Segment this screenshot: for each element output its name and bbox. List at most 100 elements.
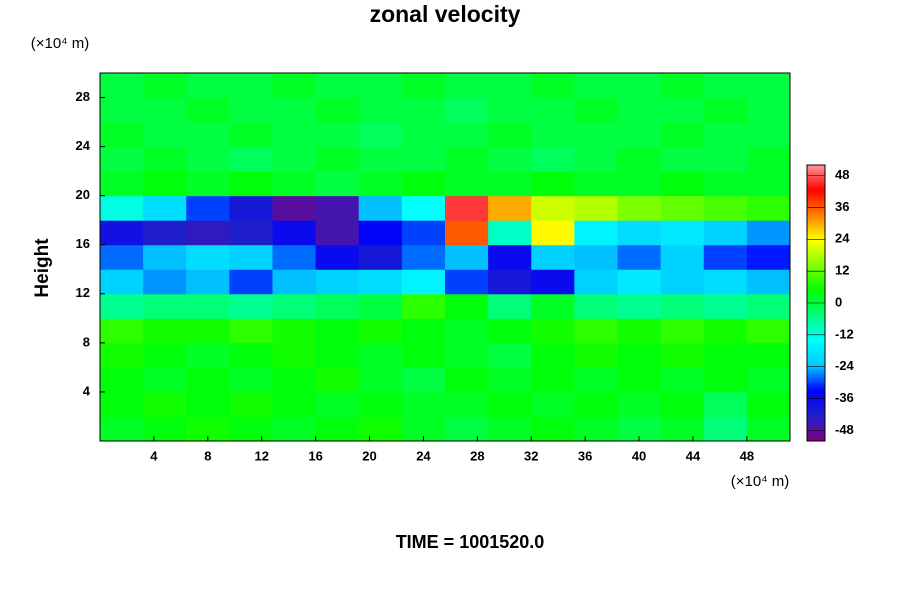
heatmap-cell bbox=[401, 195, 446, 221]
heatmap-cell bbox=[488, 367, 532, 393]
heatmap-cell bbox=[315, 367, 360, 393]
heatmap-cell bbox=[488, 122, 532, 148]
heatmap-cell bbox=[617, 122, 662, 148]
heatmap-cell bbox=[746, 122, 791, 148]
heatmap-cell bbox=[617, 342, 662, 368]
heatmap-cell bbox=[574, 318, 618, 344]
heatmap-cell bbox=[660, 146, 705, 172]
heatmap-cell bbox=[531, 367, 575, 393]
y-tick-label: 8 bbox=[83, 334, 90, 349]
heatmap-cell bbox=[229, 122, 273, 148]
heatmap-cell bbox=[445, 416, 489, 442]
heatmap-cell bbox=[488, 220, 532, 246]
x-tick-label: 32 bbox=[524, 448, 538, 463]
heatmap-cell bbox=[746, 269, 791, 295]
heatmap-cell bbox=[488, 171, 532, 197]
heatmap-cell bbox=[272, 122, 317, 148]
heatmap-cell bbox=[229, 367, 273, 393]
heatmap-cell bbox=[100, 318, 144, 344]
heatmap-cell bbox=[660, 391, 705, 417]
heatmap-cell bbox=[358, 122, 403, 148]
heatmap-cell bbox=[445, 73, 489, 99]
heatmap-cell bbox=[143, 220, 187, 246]
heatmap-cell bbox=[445, 195, 489, 221]
heatmap-cell bbox=[660, 318, 705, 344]
heatmap-cell bbox=[401, 391, 446, 417]
heatmap-cell bbox=[358, 367, 403, 393]
heatmap-cell bbox=[186, 269, 230, 295]
heatmap-cell bbox=[531, 146, 575, 172]
heatmap-cell bbox=[531, 195, 575, 221]
heatmap-cell bbox=[445, 171, 489, 197]
heatmap-cell bbox=[272, 73, 317, 99]
heatmap-cell bbox=[445, 342, 489, 368]
heatmap-cell bbox=[746, 342, 791, 368]
heatmap-cell bbox=[574, 367, 618, 393]
heatmap-cell bbox=[401, 342, 446, 368]
colorbar-tick-label: 12 bbox=[835, 263, 849, 278]
heatmap-cell bbox=[617, 293, 662, 319]
heatmap-cell bbox=[574, 195, 618, 221]
heatmap-cell bbox=[574, 416, 618, 442]
heatmap-cell bbox=[229, 73, 273, 99]
heatmap-cell bbox=[143, 269, 187, 295]
heatmap-cell bbox=[315, 318, 360, 344]
colorbar-tick-label: -36 bbox=[835, 390, 854, 405]
heatmap-cell bbox=[229, 269, 273, 295]
x-tick-label: 16 bbox=[308, 448, 322, 463]
heatmap-cell bbox=[574, 293, 618, 319]
heatmap-cell bbox=[315, 269, 360, 295]
heatmap-cell bbox=[143, 73, 187, 99]
heatmap-cell bbox=[186, 73, 230, 99]
heatmap-cell bbox=[186, 391, 230, 417]
heatmap-cell bbox=[100, 293, 144, 319]
heatmap-cell bbox=[617, 171, 662, 197]
heatmap-cell bbox=[703, 391, 748, 417]
heatmap-cell bbox=[100, 146, 144, 172]
heatmap-cell bbox=[746, 318, 791, 344]
heatmap-cell bbox=[315, 342, 360, 368]
colorbar-tick-label: -24 bbox=[835, 358, 855, 373]
x-tick-label: 4 bbox=[150, 448, 158, 463]
heatmap-cell bbox=[143, 416, 187, 442]
heatmap-cell bbox=[445, 122, 489, 148]
colorbar-tick-label: 24 bbox=[835, 231, 850, 246]
heatmap-cell bbox=[746, 416, 791, 442]
heatmap-cell bbox=[574, 342, 618, 368]
heatmap-cell bbox=[100, 73, 144, 99]
heatmap-cell bbox=[358, 318, 403, 344]
heatmap-cell bbox=[186, 318, 230, 344]
heatmap-cell bbox=[401, 367, 446, 393]
heatmap-cell bbox=[143, 293, 187, 319]
x-tick-label: 36 bbox=[578, 448, 592, 463]
heatmap-cell bbox=[531, 122, 575, 148]
heatmap-cell bbox=[229, 195, 273, 221]
heatmap-cell bbox=[100, 171, 144, 197]
heatmap-cell bbox=[272, 269, 317, 295]
heatmap-cell bbox=[660, 342, 705, 368]
heatmap-cell bbox=[531, 220, 575, 246]
heatmap-cell bbox=[531, 318, 575, 344]
heatmap-cell bbox=[315, 293, 360, 319]
heatmap-cell bbox=[746, 391, 791, 417]
heatmap-cell bbox=[703, 342, 748, 368]
heatmap-cell bbox=[703, 195, 748, 221]
heatmap-cell bbox=[617, 269, 662, 295]
heatmap-cell bbox=[703, 146, 748, 172]
heatmap-cell bbox=[531, 171, 575, 197]
heatmap-cell bbox=[100, 367, 144, 393]
heatmap-cell bbox=[100, 416, 144, 442]
heatmap-cell bbox=[617, 367, 662, 393]
x-tick-label: 40 bbox=[632, 448, 646, 463]
heatmap-cell bbox=[100, 97, 144, 123]
x-tick-label: 28 bbox=[470, 448, 484, 463]
heatmap-cell bbox=[531, 293, 575, 319]
heatmap-cell bbox=[746, 171, 791, 197]
heatmap-cell bbox=[488, 97, 532, 123]
heatmap-cell bbox=[660, 244, 705, 270]
heatmap-cell bbox=[660, 416, 705, 442]
heatmap-cell bbox=[358, 73, 403, 99]
heatmap-cell bbox=[660, 293, 705, 319]
heatmap-cell bbox=[315, 122, 360, 148]
heatmap-cell bbox=[660, 269, 705, 295]
